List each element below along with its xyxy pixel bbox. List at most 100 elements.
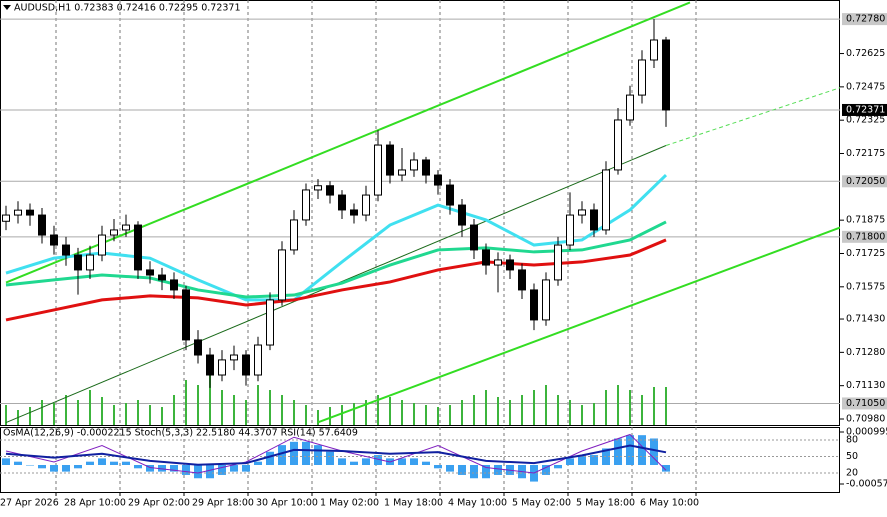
level-box: [842, 13, 887, 26]
candle-body: [494, 259, 502, 266]
oscillator-title: OsMA(12,26,9) -0.0002215 Stoch(5,3,3) 22…: [3, 428, 358, 439]
osma-bar: [134, 464, 142, 469]
x-tick-label: 5 May 02:00: [512, 498, 571, 509]
volume-bar: [653, 387, 655, 425]
y-tick-label: 0.71280: [846, 347, 885, 358]
candle-body: [122, 224, 130, 231]
osma-bar: [470, 464, 478, 479]
oscillator-panel: [0, 427, 840, 493]
candle-body: [410, 159, 418, 171]
y-tick-label: 0.72175: [846, 148, 885, 159]
osma-bar: [554, 464, 562, 469]
osma-bar: [278, 445, 286, 465]
osma-bar: [50, 464, 58, 472]
osma-bar: [86, 461, 94, 465]
volume-bar: [245, 400, 247, 425]
osma-bar: [74, 464, 82, 469]
volume-bar: [329, 407, 331, 425]
osma-bar: [194, 464, 202, 479]
osma-bar: [542, 464, 550, 475]
volume-bar: [209, 375, 211, 425]
axes: 27 Apr 2026 28 Apr 10:00 29 Apr 02:00 29 Ap…: [0, 13, 887, 509]
candle-body: [566, 214, 574, 246]
volume-bar: [161, 407, 163, 425]
volume-bar: [425, 405, 427, 425]
osma-bar: [446, 464, 454, 472]
level-box: [842, 397, 887, 410]
osma-bar: [110, 461, 118, 465]
candle-body: [662, 39, 670, 111]
level-label: 0.71050: [846, 398, 885, 409]
volume-bar: [509, 400, 511, 425]
trendline: [665, 87, 840, 146]
volume-bar: [365, 400, 367, 425]
volume-bar: [89, 390, 91, 425]
candle-body: [206, 354, 214, 376]
volume-bar: [533, 390, 535, 425]
volume-bar: [317, 410, 319, 425]
trendline: [5, 1, 691, 284]
volume-bar: [125, 403, 127, 425]
main-plot: [0, 0, 840, 425]
candle-body: [194, 339, 202, 356]
volume-bar: [221, 390, 223, 425]
osma-bar: [218, 464, 226, 475]
osma-bar: [14, 461, 22, 465]
volume-bar: [77, 400, 79, 425]
candle-body: [278, 249, 286, 301]
candle-body: [2, 214, 10, 222]
oscillator-plot: [0, 427, 840, 492]
osma-bar: [566, 458, 574, 465]
volume-bar: [437, 407, 439, 425]
candle-body: [242, 354, 250, 376]
volume-bar: [281, 395, 283, 425]
osma-bar: [614, 438, 622, 465]
x-tick-label: 4 May 10:00: [448, 498, 507, 509]
volume-bar: [461, 400, 463, 425]
volume-bar: [137, 400, 139, 425]
volume-bar: [497, 397, 499, 425]
volume-bar: [29, 407, 31, 425]
osma-bar: [158, 464, 166, 472]
candle-body: [86, 254, 94, 271]
osma-bar: [638, 435, 646, 465]
volume-bar: [53, 403, 55, 425]
y-tick-label: 0.72325: [846, 115, 885, 126]
candle-body: [350, 209, 358, 216]
osma-bar: [146, 464, 154, 472]
volume-bar: [389, 397, 391, 425]
candle-body: [326, 185, 334, 196]
osma-bar: [290, 441, 298, 465]
current-price-box: [842, 103, 887, 116]
candle-body: [314, 185, 322, 191]
volume-bar: [521, 395, 523, 425]
candle-body: [182, 289, 190, 341]
x-tick-label: 28 Apr 10:00: [64, 498, 126, 509]
osma-bar: [38, 464, 46, 469]
x-tick-label: 6 May 10:00: [640, 498, 699, 509]
candle-body: [626, 94, 634, 121]
volume-bar: [641, 395, 643, 425]
osma-bar: [98, 458, 106, 465]
candle-body: [158, 274, 166, 281]
volume-bar: [353, 403, 355, 425]
osma-bar: [314, 445, 322, 465]
level-box: [842, 175, 887, 188]
volume-bar: [149, 405, 151, 425]
osma-bar: [398, 458, 406, 465]
osma-bar: [410, 458, 418, 465]
osma-bar: [338, 458, 346, 465]
y-tick-label: 0.72475: [846, 81, 885, 92]
volume-bar: [5, 405, 7, 425]
moving-average: [5, 220, 667, 299]
osma-bar: [590, 455, 598, 465]
candle-body: [62, 244, 70, 256]
osma-bar: [362, 458, 370, 465]
volume-bar: [101, 397, 103, 425]
current-price-label: 0.72371: [846, 104, 885, 115]
menu-triangle: [3, 5, 11, 10]
osma-bar: [254, 461, 262, 465]
volume-bar: [605, 390, 607, 425]
level-label: 0.72780: [846, 14, 885, 25]
volume-bar: [197, 385, 199, 425]
